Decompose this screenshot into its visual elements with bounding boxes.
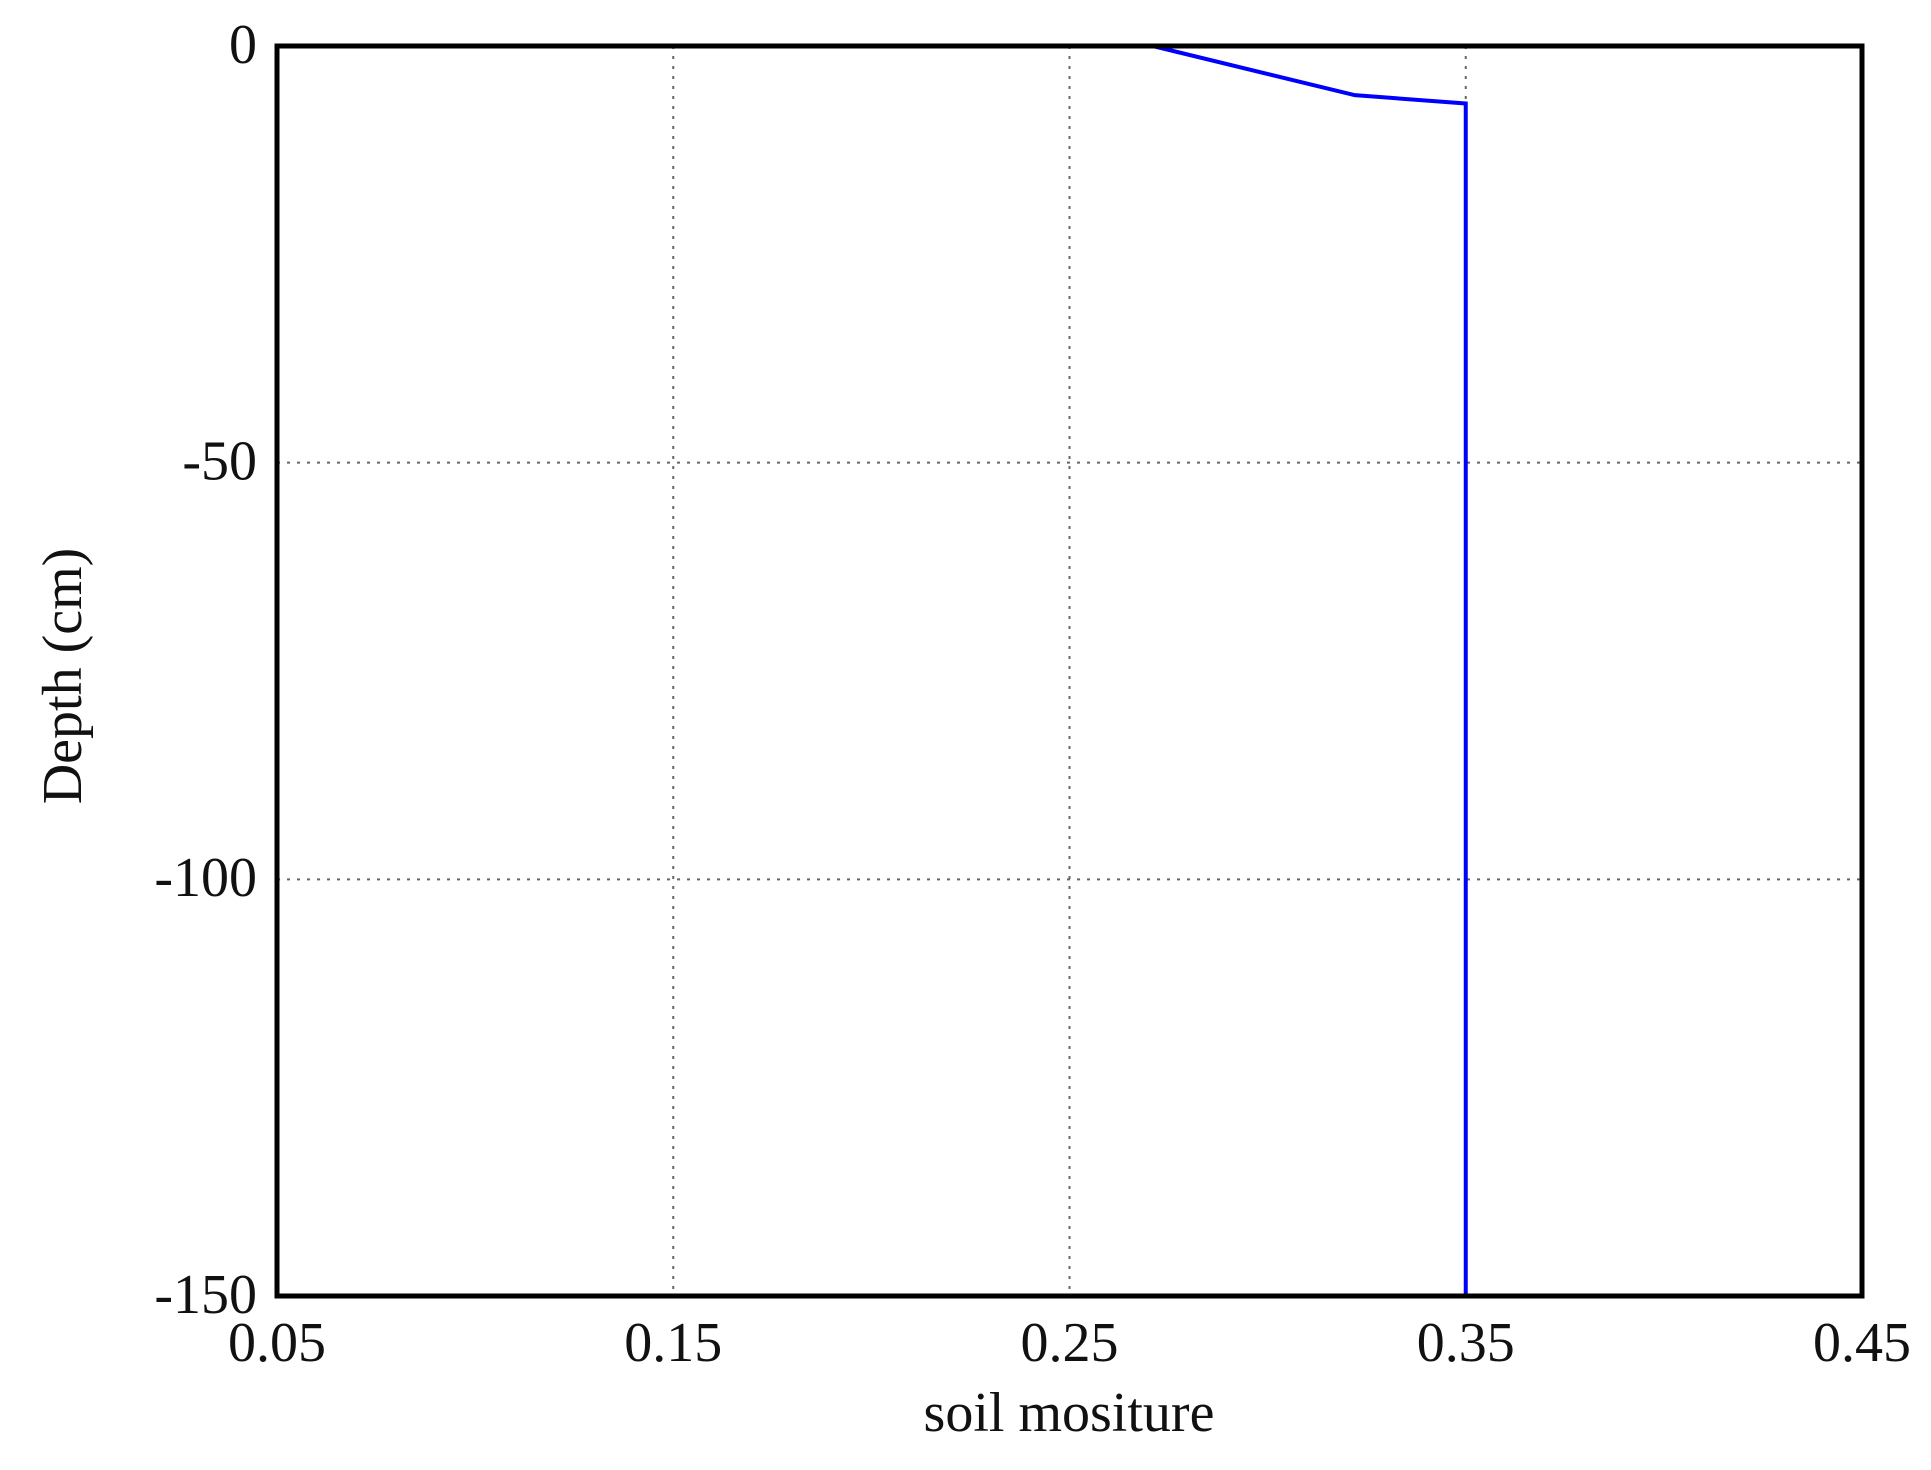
- x-tick-label: 0.35: [1417, 1312, 1515, 1374]
- y-tick-label: 0: [229, 14, 257, 76]
- x-tick-label: 0.45: [1813, 1312, 1911, 1374]
- x-tick-label: 0.15: [624, 1312, 722, 1374]
- data-line: [1152, 44, 1468, 1296]
- y-tick-label: -150: [154, 1264, 257, 1326]
- x-tick-label: 0.05: [228, 1312, 326, 1374]
- x-tick-label: 0.25: [1021, 1312, 1119, 1374]
- plot-frame: [274, 43, 1865, 1299]
- y-tick-label: -100: [154, 847, 257, 909]
- y-tick-label: -50: [182, 431, 257, 493]
- y-axis-label: Depth (cm): [32, 548, 94, 805]
- x-axis-label: soil mositure: [924, 1382, 1215, 1444]
